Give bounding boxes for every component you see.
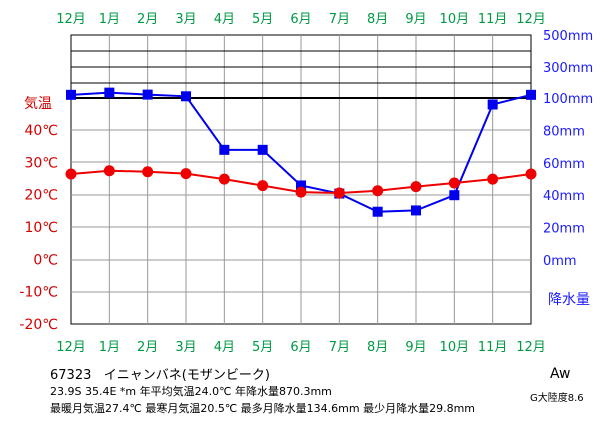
month-label: 11月	[478, 12, 508, 27]
temperature-point	[448, 177, 460, 189]
temperature-point	[180, 168, 192, 180]
precipitation-point	[257, 144, 268, 155]
month-label: 10月	[440, 12, 470, 27]
month-label: 7月	[329, 12, 350, 27]
temperature-point	[257, 180, 269, 192]
month-label: 10月	[440, 340, 470, 355]
month-label: 12月	[56, 12, 86, 27]
temperature-tick-label: 30℃	[24, 155, 58, 171]
month-label: 3月	[175, 340, 196, 355]
precipitation-tick-label: 500mm	[543, 29, 593, 44]
precipitation-point	[142, 89, 153, 100]
precipitation-tick-label: 60mm	[543, 157, 585, 172]
temperature-point	[218, 173, 230, 185]
chart-grid	[70, 34, 532, 325]
month-label: 3月	[175, 12, 196, 27]
temperature-tick-label: 10℃	[24, 220, 58, 236]
month-label: 2月	[137, 340, 158, 355]
temperature-tick-label: -10℃	[19, 285, 58, 301]
month-labels-top: 12月 1月 2月 3月 4月 5月 6月 7月 8月 9月 10月 11月 12月	[56, 12, 546, 27]
precipitation-tick-label: 80mm	[543, 124, 585, 139]
temperature-axis-label: 気温	[24, 96, 52, 112]
temperature-point	[333, 187, 345, 199]
temperature-tick-label: 0℃	[33, 252, 58, 268]
temperature-tick-labels: 40℃ 30℃ 20℃ 10℃ 0℃ -10℃ -20℃	[19, 123, 58, 333]
temperature-point	[295, 186, 307, 198]
climate-class: Aw	[550, 366, 571, 382]
precipitation-axis-label: 降水量	[548, 292, 590, 308]
temperature-point	[372, 185, 384, 197]
station-name: イニャンバネ(モザンビーク)	[103, 368, 270, 383]
precipitation-series	[66, 87, 536, 217]
precipitation-point	[219, 144, 230, 155]
precipitation-point	[487, 99, 498, 110]
month-label: 7月	[329, 340, 350, 355]
temperature-point	[103, 165, 115, 177]
temperature-point	[525, 168, 537, 180]
precipitation-point	[181, 91, 191, 102]
month-label: 4月	[214, 12, 235, 27]
precipitation-tick-label: 20mm	[543, 222, 585, 237]
month-label: 12月	[56, 340, 86, 355]
month-label: 8月	[367, 340, 388, 355]
temperature-tick-label: 20℃	[24, 188, 58, 204]
temperature-series	[65, 165, 537, 199]
continentality-index: G大陸度8.6	[530, 393, 584, 404]
temperature-point	[487, 173, 499, 185]
temperature-tick-label: -20℃	[19, 317, 58, 333]
precipitation-tick-label: 300mm	[543, 61, 593, 76]
precipitation-tick-labels: 500mm 300mm 100mm 80mm 60mm 40mm 20mm 0mm	[543, 29, 593, 269]
precipitation-tick-label: 0mm	[543, 254, 577, 269]
precipitation-point	[296, 180, 306, 191]
station-coords-line: 23.9S 35.4E *m 年平均気温24.0℃ 年降水量870.3mm	[50, 385, 332, 398]
station-id: 67323	[50, 368, 92, 383]
temperature-point	[65, 168, 77, 180]
month-labels-bottom: 12月 1月 2月 3月 4月 5月 6月 7月 8月 9月 10月 11月 12月	[56, 340, 546, 355]
precipitation-point	[104, 87, 115, 98]
station-title: 67323 イニャンバネ(モザンビーク)	[50, 364, 270, 383]
month-label: 6月	[290, 340, 311, 355]
precipitation-point	[66, 89, 76, 100]
month-label: 4月	[214, 340, 235, 355]
temperature-point	[142, 166, 154, 178]
month-label: 1月	[99, 12, 120, 27]
month-label: 12月	[516, 340, 546, 355]
precipitation-point	[449, 190, 460, 201]
precipitation-point	[526, 89, 536, 100]
month-label: 1月	[99, 340, 120, 355]
month-label: 11月	[478, 340, 508, 355]
precipitation-tick-label: 40mm	[543, 189, 585, 204]
month-label: 12月	[516, 12, 546, 27]
precipitation-point	[411, 205, 421, 216]
month-label: 5月	[252, 340, 273, 355]
month-label: 5月	[252, 12, 273, 27]
month-label: 6月	[290, 12, 311, 27]
temperature-point	[410, 181, 422, 193]
month-label: 9月	[405, 340, 426, 355]
precipitation-tick-label: 100mm	[543, 92, 593, 107]
month-label: 8月	[367, 12, 388, 27]
month-label: 2月	[137, 12, 158, 27]
precipitation-point	[372, 206, 383, 217]
month-label: 9月	[405, 12, 426, 27]
station-extremes-line: 最暖月気温27.4℃ 最寒月気温20.5℃ 最多月降水量134.6mm 最少月降…	[50, 402, 476, 415]
temperature-tick-label: 40℃	[24, 123, 58, 139]
